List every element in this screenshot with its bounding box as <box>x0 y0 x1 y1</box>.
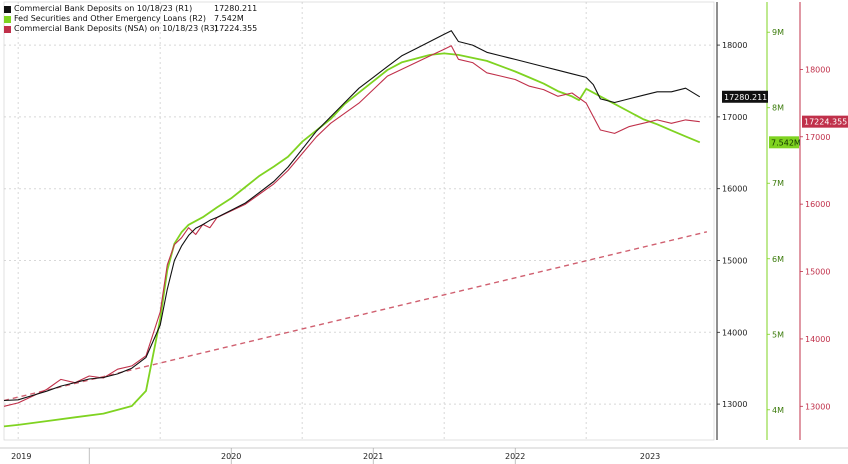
y-tick-label-r3: 14000 <box>805 335 830 344</box>
last-value-tags: 17280.211 7.542M 17224.355 <box>722 90 848 149</box>
plot-frame <box>3 1 715 441</box>
gridlines <box>3 1 715 441</box>
legend-value-r2: 7.542M <box>214 14 244 23</box>
y-tick-label-r2: 8M <box>772 104 784 113</box>
y-tick-label-r3: 18000 <box>805 65 830 74</box>
legend-label-r3: Commercial Bank Deposits (NSA) on 10/18/… <box>14 24 218 33</box>
series-line-r3 <box>3 45 700 407</box>
tag-box <box>802 115 848 128</box>
legend-swatch-r1 <box>4 5 11 13</box>
y-tick-label-r2: 4M <box>772 406 784 415</box>
tag-text: 17280.211 <box>724 93 767 102</box>
legend-swatch-r2 <box>4 15 11 23</box>
tag-text: 17224.355 <box>804 118 847 127</box>
legend-swatch-r3 <box>4 25 11 33</box>
legend-item-r3: Commercial Bank Deposits (NSA) on 10/18/… <box>4 24 257 34</box>
tag-box <box>722 90 768 103</box>
y-tick-label-r1: 18000 <box>722 41 747 50</box>
y-tick-label-r3: 15000 <box>805 268 830 277</box>
series-line-r2 <box>3 52 701 428</box>
legend-label-r1: Commercial Bank Deposits on 10/18/23 (R1… <box>14 4 193 13</box>
y-tick-label-r1: 13000 <box>722 400 747 409</box>
y-tick-label-r3: 16000 <box>805 200 830 209</box>
legend: Commercial Bank Deposits on 10/18/23 (R1… <box>4 4 257 34</box>
x-axis: 2019 2020 2021 2022 2023 <box>0 447 848 464</box>
legend-value-r3: 17224.355 <box>214 24 258 33</box>
series-line-r1 <box>3 30 701 402</box>
y-tick-label-r2: 9M <box>772 28 784 37</box>
legend-item-r2: Fed Securities and Other Emergency Loans… <box>4 14 257 24</box>
tag-box <box>769 136 799 149</box>
y-tick-label-r2: 5M <box>772 330 784 339</box>
x-tick-label: 2022 <box>505 452 525 461</box>
y-axes: 13000 14000 15000 16000 17000 18000 4M 5M 6M 7M 8M… <box>716 2 830 440</box>
legend-label-r2: Fed Securities and Other Emergency Loans… <box>14 14 206 23</box>
x-tick-label: 2019 <box>11 452 31 461</box>
y-tick-label-r1: 14000 <box>722 328 747 337</box>
y-tick-label-r3: 13000 <box>805 402 830 411</box>
last-value-tag-r3: 17224.355 <box>802 115 848 128</box>
y-tick-label-r3: 17000 <box>805 133 830 142</box>
y-tick-label-r1: 17000 <box>722 113 747 122</box>
y-tick-label-r2: 6M <box>772 255 784 264</box>
tag-text: 7.542M <box>771 138 801 147</box>
y-tick-label-r1: 15000 <box>722 256 747 265</box>
legend-item-r1: Commercial Bank Deposits on 10/18/23 (R1… <box>4 4 257 14</box>
legend-value-r1: 17280.211 <box>214 4 258 13</box>
y-tick-label-r1: 16000 <box>722 185 747 194</box>
x-tick-label: 2020 <box>221 452 241 461</box>
series-layer <box>3 30 708 428</box>
x-tick-label: 2021 <box>363 452 383 461</box>
y-tick-label-r2: 7M <box>772 179 784 188</box>
x-tick-label: 2023 <box>640 452 660 461</box>
last-value-tag-r1: 17280.211 <box>722 90 768 103</box>
last-value-tag-r2: 7.542M <box>769 136 801 149</box>
